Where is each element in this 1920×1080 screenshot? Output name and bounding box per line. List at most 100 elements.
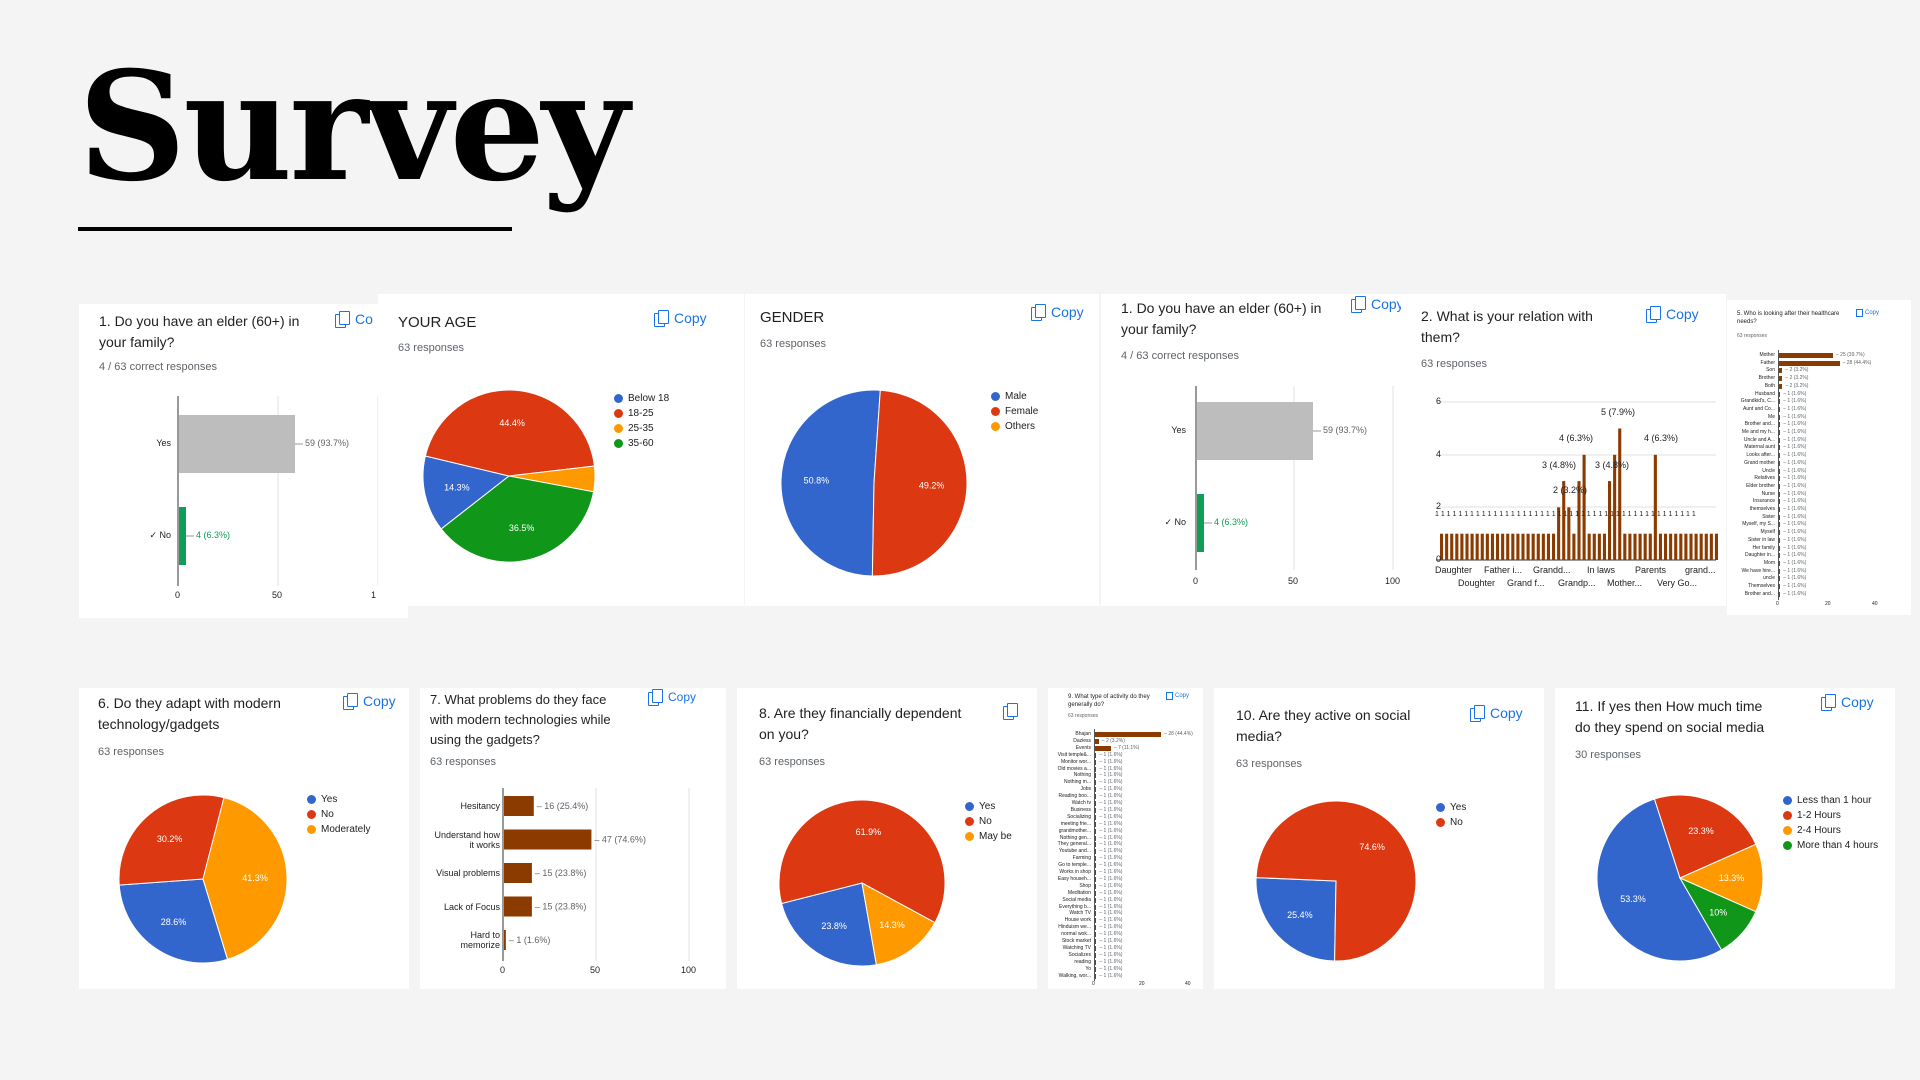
bar-label: Works in shop (1059, 869, 1091, 875)
copy-button[interactable]: Copy (654, 310, 707, 327)
card-financial: 8. Are they financially dependent on you?… (737, 688, 1037, 989)
copy-button[interactable]: Copy (1031, 304, 1084, 321)
copy-button[interactable] (1003, 703, 1018, 720)
copy-button[interactable]: Copy (1856, 309, 1879, 317)
chart-legend: Below 18 18-25 25-35 35-60 (614, 391, 669, 451)
axis-line (1094, 729, 1095, 982)
axis-tick: 50 (590, 965, 601, 975)
bar-value: – 1 (1.6%) (1783, 482, 1807, 489)
bar-value: – 1 (1.6%) (1099, 848, 1123, 855)
bar-value: – 1 (1.6%) (1099, 869, 1123, 875)
bar (1778, 437, 1781, 443)
column-bar (1694, 533, 1698, 560)
response-count: 63 responses (98, 746, 165, 758)
bar-value: – 1 (1.6%) (1099, 765, 1123, 772)
bar-label: Hesitancy (460, 801, 500, 811)
legend-item: Female (991, 404, 1038, 419)
copy-button[interactable]: Copy (1166, 692, 1189, 700)
slice-label: 30.2% (157, 834, 183, 844)
bar-value: – 1 (1.6%) (1099, 806, 1123, 813)
copy-icon (654, 310, 669, 327)
page-title: Survey (78, 39, 629, 215)
bar-label: Social media (1062, 896, 1091, 903)
bar (1094, 904, 1097, 910)
bar-value: – 1 (1.6%) (1099, 855, 1123, 862)
bar-label: Hard to memorize (460, 930, 500, 950)
pie-slice (1653, 795, 1757, 879)
bar (1778, 537, 1781, 543)
copy-button[interactable]: Co (335, 311, 373, 328)
bar (1094, 849, 1097, 855)
y-tick: 6 (1436, 396, 1442, 406)
copy-button[interactable]: Copy (1821, 694, 1874, 711)
bar-label: Elder brother (1746, 482, 1775, 489)
column-bar (1618, 428, 1622, 560)
chart-legend: Male Female Others (991, 389, 1038, 434)
bar (1778, 522, 1781, 528)
bar-value: – 1 (1.6%) (1783, 567, 1807, 574)
copy-button[interactable]: Copy (1470, 705, 1523, 722)
column-bar (1679, 533, 1683, 560)
bar-value: – 1 (1.6%) (1783, 405, 1807, 412)
legend-item: May be (965, 829, 1012, 844)
bar (504, 896, 532, 917)
bar-value: – 1 (1.6%) (1783, 444, 1807, 451)
bar (1094, 952, 1097, 958)
legend-item: No (307, 807, 370, 822)
copy-button[interactable]: Copy (1646, 306, 1699, 323)
card-gender: GENDER 63 responses Copy 50.8% 49.2% Male… (745, 294, 1099, 606)
bar (1094, 918, 1097, 924)
bar-label: House work (1064, 917, 1091, 924)
question-title: 7. What problems do they face with modern… (430, 692, 611, 747)
bar-value: – 1 (1.6%) (1783, 436, 1807, 443)
question-title: YOUR AGE (398, 314, 477, 331)
bar-label: Uncle (1762, 467, 1775, 474)
x-tick: Parents (1635, 565, 1667, 575)
x-tick: Daughter (1435, 565, 1473, 575)
bar-label: Go to temple... (1058, 862, 1091, 869)
bar (1094, 752, 1097, 758)
copy-button[interactable]: Copy (1351, 296, 1404, 313)
bar (1778, 368, 1783, 374)
bar-label: Meditation (1067, 889, 1091, 896)
response-count: 4 / 63 correct responses (1121, 350, 1240, 362)
bar-label-no: ✓ No (149, 530, 171, 540)
bar-value: – 1 (1.6%) (1099, 951, 1123, 958)
slice-label: 14.3% (444, 482, 470, 492)
bar-label: Mother (1759, 352, 1775, 358)
column-bar (1506, 533, 1510, 560)
column-bar (1628, 533, 1632, 560)
slice-label: 49.2% (919, 480, 945, 490)
pie-chart: 25.4% 74.6% (1256, 801, 1417, 962)
bar-value: – 2 (3.2%) (1785, 375, 1809, 382)
bar-value-yes: 59 (93.7%) (1323, 425, 1368, 435)
copy-button[interactable]: Copy (648, 689, 696, 706)
legend-item: Yes (965, 799, 1012, 814)
response-count: 30 responses (1575, 749, 1642, 761)
card-social-active: 10. Are they active on social media? 63 r… (1214, 688, 1544, 989)
column-bar (1587, 533, 1591, 560)
bar-label: normal wok... (1061, 931, 1091, 938)
bar (1094, 780, 1097, 786)
axis-tick: 20 (1139, 981, 1145, 987)
card-modern-tech: 6. Do they adapt with modern technology/g… (79, 688, 409, 989)
column-bar (1541, 533, 1545, 560)
bar (1094, 759, 1097, 765)
bar-value-row: 1 1 1 1 1 1 1 1 1 1 1 1 1 1 1 1 1 1 1 1 … (1435, 511, 1696, 518)
x-tick: Father i... (1484, 565, 1523, 575)
bar-label: Mom (1763, 559, 1775, 566)
bar (1094, 814, 1097, 820)
copy-button[interactable]: Copy (343, 693, 396, 710)
column-bar (1501, 533, 1505, 560)
bar (1778, 483, 1781, 489)
bar-value: – 1 (1.6%) (1099, 903, 1123, 910)
bar-label: Nothing gen... (1059, 834, 1091, 841)
slice-label: 25.4% (1287, 910, 1313, 920)
bar-label: Her family (1752, 544, 1775, 551)
pie-chart: 53.3% 23.3% 13.3% 10% (1597, 795, 1764, 962)
bar-label: Aunt and Co... (1743, 405, 1775, 412)
bar-value: – 1 (1.6%) (1783, 590, 1807, 597)
bar-value: – 1 (1.6%) (1099, 889, 1123, 896)
slice-label: 53.3% (1620, 894, 1646, 904)
column-bar (1674, 533, 1678, 560)
